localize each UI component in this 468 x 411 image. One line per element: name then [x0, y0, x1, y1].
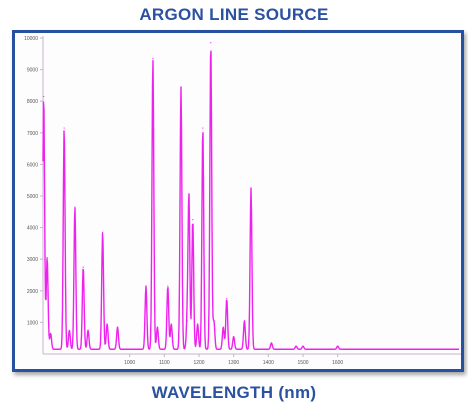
spectrum-peak — [116, 326, 119, 328]
plot-background — [15, 33, 461, 369]
x-tick-label: 1500 — [297, 360, 308, 366]
spectrum-peak — [82, 266, 84, 268]
y-tick-label: 4000 — [27, 226, 38, 232]
spectrum-peak — [87, 329, 89, 331]
y-tick-label: 3000 — [27, 257, 38, 263]
x-tick-label: 1400 — [263, 360, 274, 366]
spectrum-peak — [50, 332, 52, 335]
spectrum-peak — [145, 285, 147, 287]
spectrum-peak — [43, 95, 45, 98]
spectrum-peak — [226, 298, 228, 300]
spectrum-peak — [270, 342, 273, 344]
spectrum-peak — [74, 206, 76, 208]
y-tick-label: 5000 — [27, 194, 38, 200]
spectrum-peak — [186, 320, 188, 322]
spectrum-peak — [188, 196, 190, 199]
spectrum-peak — [167, 285, 169, 287]
y-tick-label: 7000 — [27, 131, 38, 137]
spectrum-peak — [46, 257, 48, 259]
x-axis-label: WAVELENGTH (nm) — [151, 383, 317, 402]
chart-frame: 1000 2000 3000 4000 5000 6000 7000 8000 9000 1000… — [12, 30, 464, 372]
spectrum-peak — [63, 127, 65, 129]
y-tick-label: 2000 — [27, 289, 38, 295]
spectrum-peak — [106, 323, 108, 325]
y-axis-ticks: 1000 2000 3000 4000 5000 6000 7000 8000 9000 1000… — [24, 36, 43, 326]
spectrum-peak — [213, 320, 215, 322]
x-tick-label: 1000 — [124, 360, 135, 366]
chart-title: ARGON LINE SOURCE — [139, 5, 329, 24]
x-tick-label: 1200 — [193, 360, 204, 366]
spectrum-peak — [233, 336, 235, 338]
spectrum-peak — [302, 345, 304, 347]
spectrum-peak — [202, 127, 204, 129]
spectrum-peak — [250, 187, 252, 189]
spectrum-peak — [243, 320, 246, 322]
y-tick-label: 6000 — [27, 162, 38, 168]
chart-svg: 1000 2000 3000 4000 5000 6000 7000 8000 9000 1000… — [15, 33, 461, 369]
spectrum-peak — [180, 86, 182, 88]
spectrum-peak — [197, 323, 199, 325]
x-tick-label: 1100 — [159, 360, 170, 366]
spectrum-peak — [170, 323, 172, 325]
x-tick-label: 1600 — [332, 360, 343, 366]
spectrum-peak — [192, 219, 194, 221]
y-tick-label: 10000 — [24, 36, 38, 42]
spectrum-peak — [337, 345, 339, 347]
spectrum-peak — [295, 345, 297, 347]
y-tick-label: 8000 — [27, 99, 38, 105]
y-tick-label: 9000 — [27, 68, 38, 74]
x-tick-label: 1300 — [228, 360, 239, 366]
series-group — [42, 42, 460, 350]
spectrum-peak — [68, 329, 70, 331]
y-tick-label: 1000 — [27, 320, 38, 326]
spectrum-peak — [222, 326, 224, 328]
spectrum-peak — [102, 231, 104, 233]
x-axis-ticks: 1000 1100 1200 1300 1400 1500 1600 — [124, 354, 343, 366]
spectrum-peak — [152, 57, 154, 60]
spectrum-peak — [156, 326, 158, 328]
spectrum-peak — [210, 42, 212, 44]
